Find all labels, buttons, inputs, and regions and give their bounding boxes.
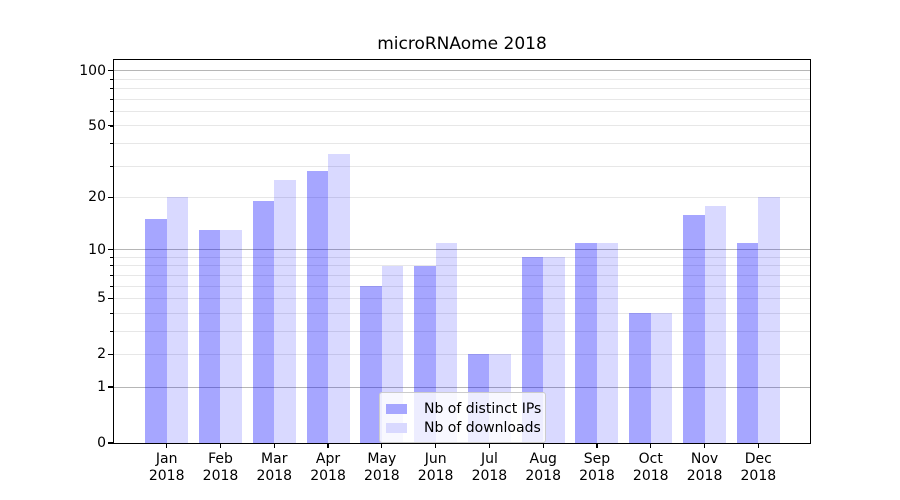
x-tick — [381, 443, 383, 448]
x-tick — [650, 443, 652, 448]
x-tick-label: May 2018 — [364, 451, 400, 484]
x-tick-label: Apr 2018 — [310, 451, 346, 484]
x-tick — [273, 443, 275, 448]
bar-may-distinct-ips — [360, 286, 382, 443]
gridline-major — [114, 386, 810, 388]
x-tick — [327, 443, 329, 448]
x-tick-label: Aug 2018 — [525, 451, 561, 484]
legend-label-distinct-ips: Nb of distinct IPs — [424, 400, 542, 417]
x-tick — [542, 443, 544, 448]
bar-nov-downloads — [704, 205, 727, 443]
plot-area: Nb of distinct IPs Nb of downloads — [113, 59, 811, 444]
y-minor-tick — [110, 165, 113, 167]
bar-oct-distinct-ips — [629, 313, 651, 443]
y-minor-tick — [110, 143, 113, 145]
y-tick-label: 10 — [88, 241, 106, 258]
bar-feb-downloads — [220, 230, 242, 443]
x-tick-label: Sep 2018 — [579, 451, 615, 484]
y-minor-tick — [110, 265, 113, 267]
y-minor-tick — [110, 98, 113, 100]
legend-item-distinct-ips: Nb of distinct IPs — [386, 399, 542, 418]
y-minor-tick — [110, 125, 113, 127]
bar-jan-downloads — [166, 197, 189, 443]
y-minor-tick — [110, 110, 113, 113]
y-tick — [108, 442, 113, 444]
gridline-minor — [114, 265, 810, 267]
bar-sep-downloads — [596, 242, 619, 443]
gridline-minor — [114, 98, 810, 100]
y-tick-label: 0 — [97, 435, 106, 451]
y-minor-tick — [110, 330, 113, 332]
y-minor-tick — [110, 312, 113, 314]
gridline-minor — [114, 78, 810, 80]
bar-apr-distinct-ips — [306, 171, 329, 443]
gridline-major — [114, 70, 810, 72]
y-tick-label: 1 — [97, 379, 106, 396]
legend-swatch-downloads — [386, 422, 407, 433]
x-tick — [488, 443, 490, 448]
bar-mar-distinct-ips — [252, 201, 275, 443]
gridline-minor — [114, 125, 810, 127]
y-minor-tick — [110, 88, 113, 90]
x-tick — [703, 443, 706, 448]
y-tick-label: 2 — [97, 346, 106, 363]
gridline-minor — [114, 312, 810, 314]
x-tick-label: Jun 2018 — [417, 451, 454, 484]
legend-label-downloads: Nb of downloads — [424, 419, 541, 436]
gridline-minor — [114, 256, 810, 258]
bar-mar-downloads — [274, 180, 296, 443]
bar-sep-distinct-ips — [575, 242, 597, 443]
gridline-minor — [114, 143, 810, 145]
gridline-minor — [114, 298, 810, 299]
bar-apr-downloads — [328, 154, 350, 443]
x-tick — [757, 443, 759, 448]
gridline-minor — [114, 196, 810, 198]
y-minor-tick — [110, 196, 113, 199]
legend: Nb of distinct IPs Nb of downloads — [379, 392, 546, 443]
gridline-minor — [114, 285, 810, 287]
x-tick — [435, 443, 437, 448]
x-tick-label: Nov 2018 — [686, 451, 723, 484]
bar-dec-distinct-ips — [736, 242, 759, 443]
y-tick-label: 5 — [97, 290, 106, 307]
x-tick-label: Oct 2018 — [632, 451, 669, 484]
bar-jan-distinct-ips — [145, 219, 167, 443]
legend-swatch-distinct-ips — [386, 403, 407, 414]
x-tick-label: Mar 2018 — [256, 451, 293, 484]
y-tick — [108, 70, 113, 72]
y-minor-tick — [110, 256, 113, 258]
gridline-minor — [114, 274, 810, 276]
y-tick-label: 20 — [88, 189, 106, 206]
gridline-minor — [114, 353, 810, 355]
x-tick-label: Jan 2018 — [148, 451, 185, 484]
x-tick — [166, 443, 168, 448]
x-tick — [219, 443, 222, 448]
y-minor-tick — [110, 274, 113, 276]
bar-feb-distinct-ips — [198, 230, 221, 443]
bar-oct-downloads — [650, 313, 673, 443]
chart-title: microRNAome 2018 — [377, 34, 547, 54]
bar-nov-distinct-ips — [683, 214, 705, 443]
bar-dec-downloads — [758, 197, 780, 443]
x-tick-label: Jul 2018 — [471, 451, 508, 484]
gridline-major — [114, 249, 810, 251]
y-minor-tick — [110, 297, 113, 300]
y-minor-tick — [110, 285, 113, 287]
gridline-minor — [114, 88, 810, 90]
y-tick-label: 100 — [79, 62, 106, 79]
y-minor-tick — [110, 78, 113, 80]
y-tick-label: 50 — [88, 117, 106, 134]
bar-aug-downloads — [543, 257, 565, 443]
gridline-minor — [114, 330, 810, 332]
x-tick — [596, 443, 598, 448]
y-tick — [108, 386, 113, 388]
x-tick-label: Feb 2018 — [202, 451, 239, 484]
legend-item-downloads: Nb of downloads — [386, 418, 541, 437]
y-minor-tick — [110, 353, 113, 356]
x-tick-label: Dec 2018 — [740, 451, 777, 484]
y-tick — [108, 249, 113, 251]
gridline-minor — [114, 165, 810, 167]
gridline-minor — [114, 110, 810, 112]
